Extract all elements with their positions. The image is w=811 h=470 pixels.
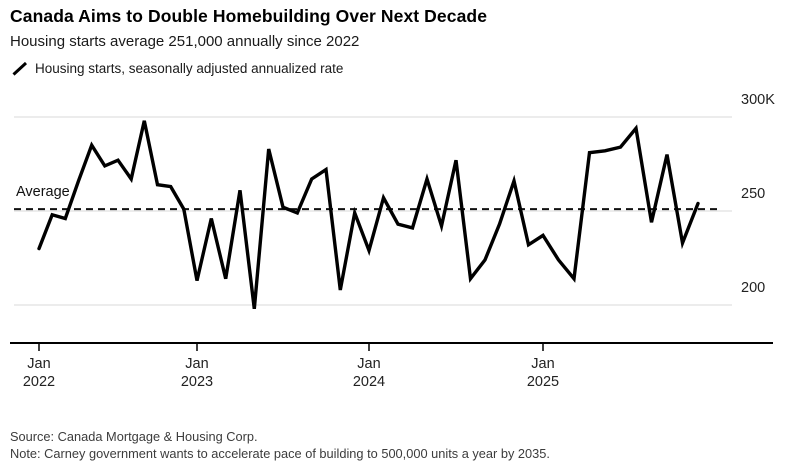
footnote: Note: Carney government wants to acceler… [10,446,550,461]
chart-footer: Source: Canada Mortgage & Housing Corp. … [10,428,550,462]
legend-label: Housing starts, seasonally adjusted annu… [35,61,344,76]
source-note: Source: Canada Mortgage & Housing Corp. [10,429,258,444]
y-tick-label: 250 [741,186,766,202]
legend: Housing starts, seasonally adjusted annu… [12,61,343,76]
y-tick-label: 200 [741,280,766,296]
x-tick-label: Jan 2022 [22,356,56,390]
chart-title: Canada Aims to Double Homebuilding Over … [10,6,488,26]
average-line-label: Average [16,184,70,200]
line-series-slash-icon [12,61,28,76]
x-tick-label: Jan 2024 [352,356,386,390]
x-tick-label: Jan 2025 [526,356,560,390]
x-tick-label: Jan 2023 [180,356,214,390]
y-tick-label: 300K [741,92,775,108]
chart-subtitle: Housing starts average 251,000 annually … [10,33,360,50]
housing-starts-line [37,120,700,310]
